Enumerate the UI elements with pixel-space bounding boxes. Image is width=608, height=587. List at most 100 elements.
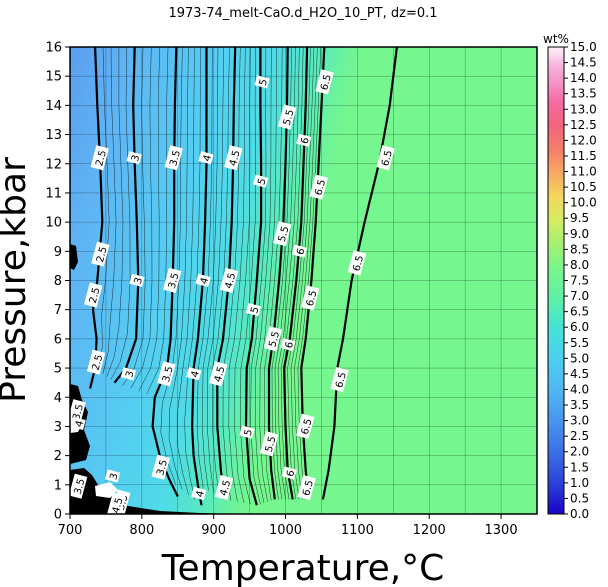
thin-contour — [168, 47, 189, 490]
contour-label: 5 — [245, 302, 261, 317]
contour-label-text: 6 — [295, 247, 307, 256]
contour-label-text: 3 — [130, 154, 142, 163]
contour-label: 4.5 — [219, 267, 239, 293]
thin-contour — [287, 47, 311, 500]
thin-contour — [122, 47, 146, 386]
contour-label-bg — [263, 326, 283, 352]
colorbar-tick-label: 9.5 — [570, 211, 589, 225]
y-tick-label: 1 — [54, 478, 62, 493]
thin-contour — [110, 47, 131, 380]
contour-label-bg — [163, 267, 182, 293]
colorbar-tick-label: 0.0 — [570, 507, 589, 521]
contour-label-text: 5 — [243, 428, 255, 437]
contour-label: 6.5 — [330, 366, 349, 393]
contour-label: 5.5 — [263, 326, 283, 352]
y-tick-label: 12 — [45, 157, 62, 172]
contour-label-bg — [315, 69, 334, 95]
contour-label-bg — [86, 349, 106, 375]
contour-label-text: 6.5 — [319, 73, 334, 91]
colorbar-tick-label: 1.0 — [570, 476, 589, 490]
x-tick-label: 1000 — [269, 523, 302, 538]
contour-label-bg — [297, 474, 316, 501]
contour-label-bg — [291, 244, 308, 258]
contour-label-bg — [70, 416, 86, 430]
contour-label-bg — [186, 367, 202, 381]
contour-label-bg — [260, 431, 279, 457]
contour-label-text: 2.5 — [91, 353, 106, 371]
contour-label: 3 — [120, 367, 137, 381]
contour-label-text: 3.5 — [168, 149, 183, 167]
contour-label: 6 — [296, 133, 312, 147]
colorbar-tick-label: 8.5 — [570, 242, 589, 256]
contour-label: 4.5 — [214, 474, 234, 501]
contour-label-text: 5.5 — [282, 108, 297, 126]
colorbar-ticks: 0.0 0.51.0 1.52.0 2.53.0 3.5 4.04.5 5.05.5 6.06… — [564, 40, 597, 521]
contour-label-text: 6.5 — [313, 178, 328, 196]
contour-label-text: 3.5 — [155, 459, 170, 477]
colorbar-tick-label: 9.0 — [570, 227, 589, 241]
contour-label: 3.5 — [157, 361, 176, 387]
colorbar-tick-label: 5.0 — [570, 351, 589, 365]
contour-label: 5 — [254, 75, 270, 89]
thin-contour — [254, 47, 272, 503]
contour-labels: 2.52.52.52.53333.53.53.53.544444.54.54.5… — [70, 69, 395, 514]
contour-label-text: 4 — [202, 154, 214, 163]
colorbar-tick-label: 3.0 — [570, 414, 589, 428]
contour-label-bg — [107, 492, 126, 514]
y-tick-label: 4 — [54, 391, 62, 406]
x-tick-label: 1200 — [413, 523, 446, 538]
colorbar-tick-label: 11.5 — [570, 149, 597, 163]
contour-label-bg — [219, 267, 239, 293]
colorbar-tick-label: 6.0 — [570, 320, 589, 334]
contour-label: 4 — [70, 416, 86, 430]
contour-4.5 — [216, 47, 237, 500]
contour-label: 6 — [281, 466, 297, 480]
colorbar-tick-label: 14.5 — [570, 56, 597, 70]
y-tick-label: 8 — [54, 274, 62, 289]
contour-label-bg — [70, 399, 86, 425]
thin-contour — [206, 47, 225, 494]
thin-contour — [274, 47, 296, 500]
y-axis-label: Pressure,kbar — [0, 157, 34, 403]
contour-label: 3.5 — [151, 454, 170, 480]
colorbar-tick-label: 12.5 — [570, 118, 597, 132]
thin-contour — [130, 47, 153, 389]
thin-contour — [212, 47, 230, 497]
y-tick-label: 0 — [54, 508, 62, 523]
contour-label-text: 4.5 — [219, 479, 234, 497]
thin-contour — [222, 47, 241, 501]
contour-label-text: 6.5 — [305, 289, 320, 307]
thin-contour — [234, 47, 251, 503]
colorbar-tick-label: 13.5 — [570, 87, 597, 101]
contour-label-text: 4.5 — [228, 149, 243, 167]
thin-contour — [138, 47, 160, 392]
contour-label-bg — [70, 473, 88, 499]
contour-label-bg — [129, 273, 145, 287]
contour-label: 6.5 — [315, 69, 334, 95]
y-tick-label: 7 — [54, 303, 62, 318]
contour-label-text: 6.5 — [300, 418, 315, 436]
y-tick-label: 14 — [45, 99, 62, 114]
contour-label: 3 — [129, 273, 145, 287]
contour-label-bg — [214, 474, 234, 501]
contour-label-bg — [151, 454, 170, 480]
colorbar-tick-label: 14.0 — [570, 71, 597, 85]
contour-label: 3.5 — [163, 267, 182, 293]
colorbar-tick-label: 2.5 — [570, 429, 589, 443]
colorbar-tick-label: 2.0 — [570, 445, 589, 459]
contour-label-bg — [120, 367, 137, 381]
x-axis-ticks: 700 800 900 1000 1100 1200 1300 — [58, 514, 518, 538]
contour-label-bg — [164, 145, 183, 171]
contour-label-text: 2.5 — [88, 286, 103, 304]
thin-contour — [160, 47, 183, 485]
colorbar-tick-label: 0.5 — [570, 491, 589, 505]
y-tick-label: 16 — [45, 41, 62, 56]
contour-label: 6.5 — [347, 250, 366, 276]
contour-label-text: 6.5 — [380, 149, 395, 167]
contour-label-text: 5.5 — [277, 225, 292, 243]
thin-contour — [106, 47, 124, 377]
contour-label-text: 6 — [300, 136, 312, 145]
contour-label-bg — [239, 425, 255, 439]
x-tick-label: 700 — [58, 523, 83, 538]
